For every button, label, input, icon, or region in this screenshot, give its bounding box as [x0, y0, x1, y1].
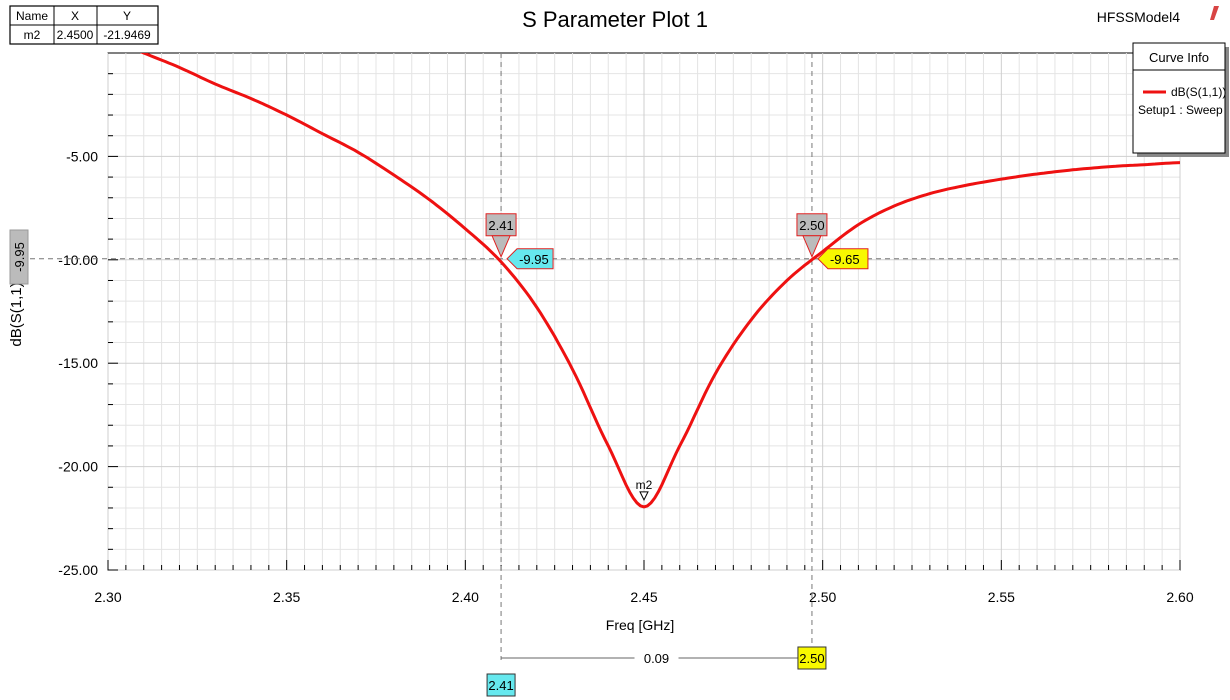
x-tick-label: 2.55	[988, 589, 1015, 605]
cursor-1-y-label: -9.95	[519, 252, 549, 267]
marker-table-header-name: Name	[16, 9, 48, 23]
marker-table-cell-x: 2.4500	[57, 28, 94, 42]
marker-table-cell-y: -21.9469	[103, 28, 151, 42]
delta-readout: 0.09 2.41 2.50	[486, 646, 827, 697]
marker-m2-label: m2	[636, 478, 653, 492]
delta-left-badge	[486, 673, 516, 697]
delta-right-badge	[797, 646, 827, 670]
marker-m2[interactable]: m2	[636, 478, 653, 501]
legend[interactable]: Curve Info dB(S(1,1)) Setup1 : Sweep	[1132, 42, 1229, 157]
project-label: HFSSModel4	[1097, 9, 1180, 25]
marker-table-header-x: X	[71, 9, 79, 23]
y-tick-label: -20.00	[58, 459, 98, 475]
y-cursor-badge	[9, 229, 29, 285]
y-tick-label: -10.00	[58, 252, 98, 268]
marker-table-cell-name: m2	[24, 28, 41, 42]
marker-m2-triangle-icon	[639, 491, 649, 501]
legend-entry-name: dB(S(1,1))	[1171, 85, 1226, 99]
cursor-2[interactable]: 2.50 -9.65	[796, 213, 869, 270]
x-tick-label: 2.50	[809, 589, 836, 605]
series-line-s11	[139, 53, 1180, 509]
cursor-lines	[30, 53, 1180, 660]
marker-table[interactable]: Name X Y m2 2.4500 -21.9469	[9, 5, 159, 45]
cursor-2-x-label: 2.50	[799, 218, 824, 233]
legend-frame	[1132, 42, 1226, 154]
cursor-1-x-label: 2.41	[488, 218, 513, 233]
legend-entry-setup: Setup1 : Sweep	[1138, 103, 1223, 117]
marker-table-header-y: Y	[123, 9, 131, 23]
cursor-1-y-badge	[506, 248, 554, 270]
delta-label: 0.09	[644, 651, 669, 666]
x-axis-label: Freq [GHz]	[606, 617, 674, 633]
delta-left-label: 2.41	[488, 678, 513, 693]
x-tick-label: 2.30	[94, 589, 121, 605]
cursor-1-pointer-icon	[491, 235, 511, 259]
cursor-2-y-label: -9.65	[830, 252, 860, 267]
x-tick-label: 2.35	[273, 589, 300, 605]
delta-right-label: 2.50	[799, 651, 824, 666]
x-tick-labels: 2.30 2.35 2.40 2.45 2.50 2.55 2.60	[94, 589, 1193, 605]
project-accent-icon	[1210, 6, 1219, 20]
x-tick-label: 2.45	[630, 589, 657, 605]
y-cursor-readout: -9.95	[9, 229, 29, 285]
y-tick-label: -15.00	[58, 355, 98, 371]
cursor-2-pointer-icon	[802, 235, 822, 259]
y-axis-label: dB(S(1,1))	[8, 277, 25, 346]
chart-title: S Parameter Plot 1	[522, 7, 708, 32]
cursor-2-y-badge	[817, 248, 869, 270]
y-tick-labels: -5.00 -10.00 -15.00 -20.00 -25.00	[58, 148, 98, 578]
y-cursor-label: -9.95	[12, 242, 27, 272]
cursor-1[interactable]: 2.41 -9.95	[485, 213, 554, 270]
legend-title: Curve Info	[1149, 50, 1209, 65]
x-tick-label: 2.40	[452, 589, 479, 605]
axis-ticks	[107, 52, 1181, 571]
x-tick-label: 2.60	[1166, 589, 1193, 605]
y-tick-label: -5.00	[66, 148, 98, 164]
y-tick-label: -25.00	[58, 562, 98, 578]
